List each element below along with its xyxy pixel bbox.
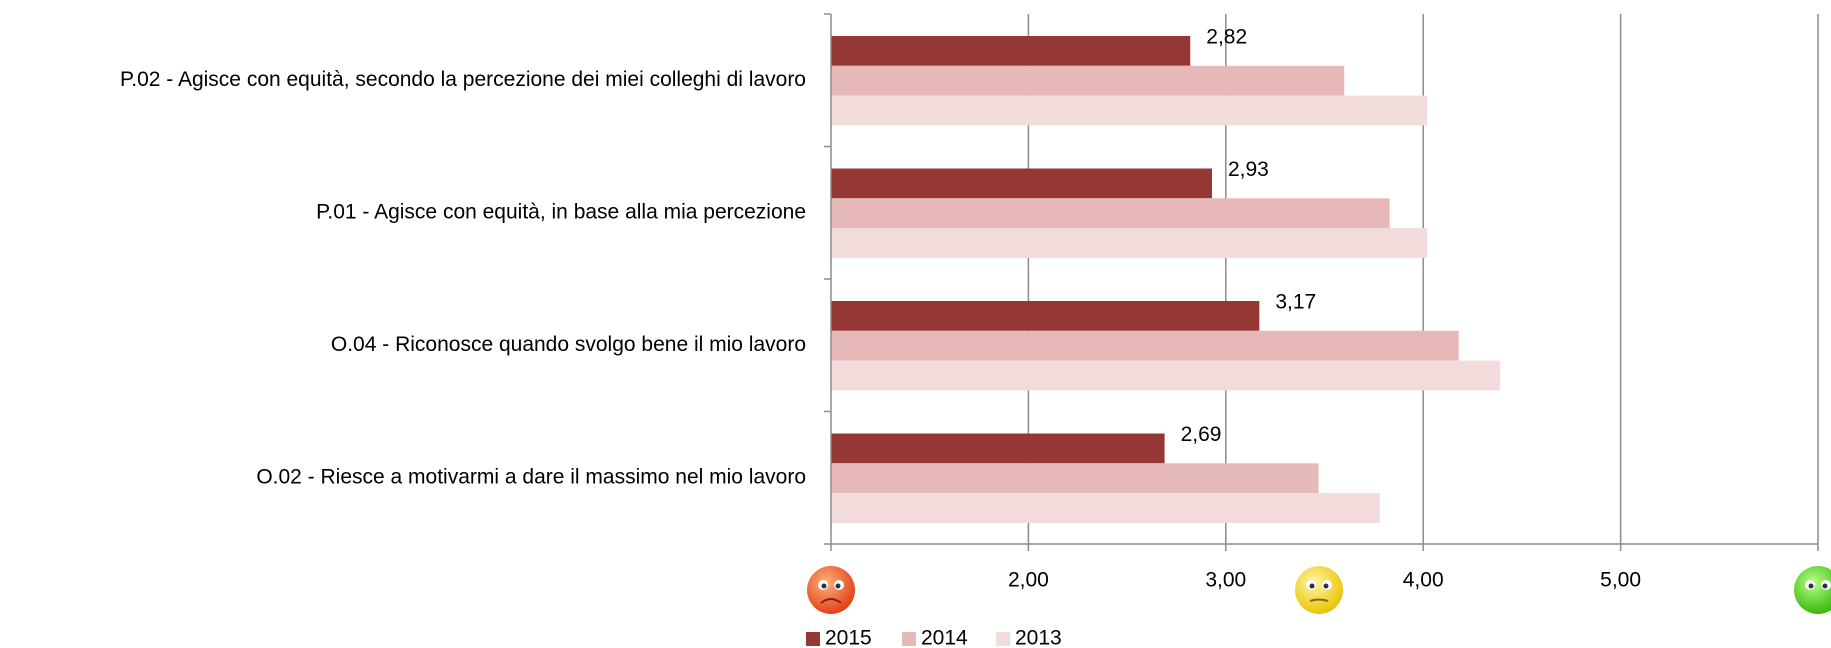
bar xyxy=(831,65,1345,96)
data-label: 2,69 xyxy=(1181,423,1222,446)
bar xyxy=(831,36,1191,66)
bar xyxy=(831,301,1260,331)
bar xyxy=(831,360,1501,391)
face-sad xyxy=(807,566,855,614)
bar xyxy=(831,198,1390,229)
bar xyxy=(831,95,1428,126)
category-label: P.02 - Agisce con equità, secondo la per… xyxy=(120,68,806,91)
legend-label: 2015 xyxy=(825,627,872,648)
category-label: O.04 - Riconosce quando svolgo bene il m… xyxy=(331,333,806,356)
x-tick-label: 2,00 xyxy=(1008,569,1049,592)
category-label: O.02 - Riesce a motivarmi a dare il mass… xyxy=(256,466,806,489)
bar xyxy=(831,228,1428,258)
face-happy xyxy=(1794,566,1831,614)
data-label: 2,82 xyxy=(1206,26,1247,49)
x-tick-label: 5,00 xyxy=(1600,569,1641,592)
bar xyxy=(831,463,1319,494)
legend-swatch xyxy=(806,632,820,646)
face-neutral xyxy=(1295,566,1343,614)
legend-swatch xyxy=(902,632,916,646)
bar xyxy=(831,168,1212,199)
x-tick-label: 3,00 xyxy=(1205,569,1246,592)
category-label: P.01 - Agisce con equità, in base alla m… xyxy=(316,201,806,224)
x-tick-label: 4,00 xyxy=(1403,569,1444,592)
legend-label: 2013 xyxy=(1015,627,1062,648)
bar xyxy=(831,493,1380,523)
data-label: 2,93 xyxy=(1228,158,1269,181)
bar xyxy=(831,433,1165,464)
bar xyxy=(831,330,1459,361)
data-label: 3,17 xyxy=(1275,291,1316,314)
legend-swatch xyxy=(996,632,1010,646)
legend-label: 2014 xyxy=(921,627,968,648)
